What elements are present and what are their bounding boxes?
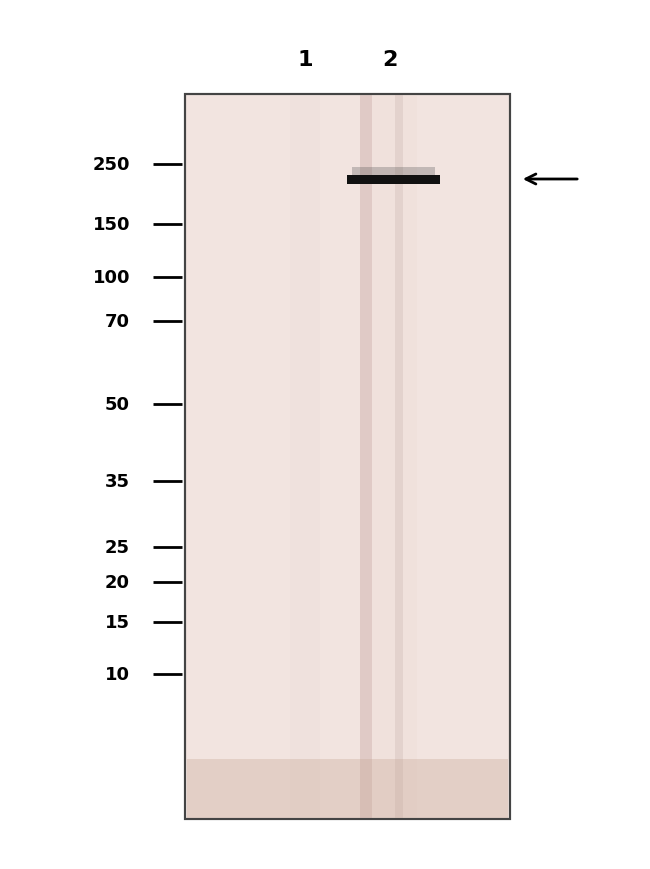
Bar xyxy=(185,95,510,819)
Text: 150: 150 xyxy=(92,216,130,234)
Bar xyxy=(360,95,372,819)
Bar xyxy=(185,95,510,819)
Text: 250: 250 xyxy=(92,156,130,174)
Text: 20: 20 xyxy=(105,574,130,591)
Bar xyxy=(290,95,320,819)
Text: 2: 2 xyxy=(382,50,398,70)
Text: 70: 70 xyxy=(105,313,130,330)
Text: 10: 10 xyxy=(105,666,130,683)
Text: 100: 100 xyxy=(92,269,130,287)
Text: 25: 25 xyxy=(105,539,130,556)
Text: 35: 35 xyxy=(105,473,130,490)
Bar xyxy=(352,168,435,176)
Text: 15: 15 xyxy=(105,614,130,631)
Text: 1: 1 xyxy=(297,50,313,70)
Bar xyxy=(395,95,403,819)
Bar xyxy=(187,760,508,819)
Bar xyxy=(347,176,440,185)
Bar xyxy=(372,95,417,819)
Text: 50: 50 xyxy=(105,395,130,414)
